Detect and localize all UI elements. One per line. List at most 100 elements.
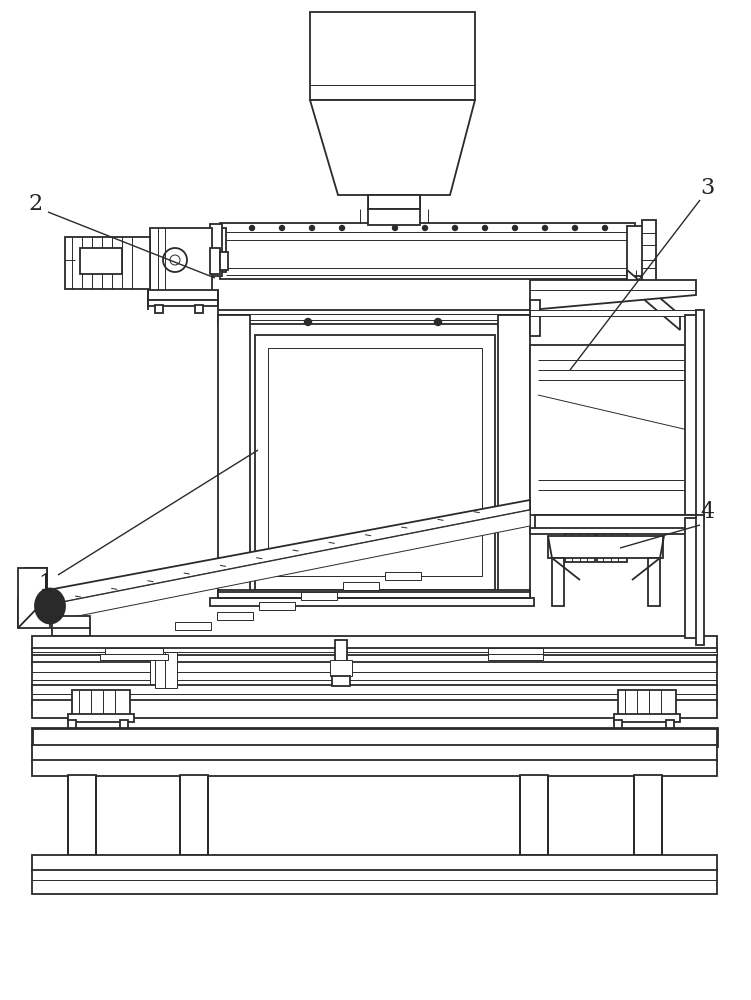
Bar bbox=[52, 628, 90, 636]
Bar bbox=[150, 228, 212, 292]
Bar bbox=[530, 310, 698, 316]
Bar bbox=[32, 745, 717, 761]
Bar bbox=[210, 224, 222, 276]
Bar bbox=[627, 226, 647, 276]
Bar bbox=[385, 572, 421, 580]
Bar bbox=[220, 252, 228, 270]
Bar bbox=[552, 558, 564, 606]
Bar bbox=[155, 305, 163, 313]
Bar bbox=[259, 602, 295, 610]
Bar bbox=[72, 690, 130, 716]
Bar bbox=[68, 714, 134, 722]
Circle shape bbox=[309, 226, 315, 231]
Bar bbox=[32, 652, 717, 656]
Bar bbox=[105, 648, 163, 656]
Bar bbox=[530, 345, 696, 515]
Circle shape bbox=[249, 226, 255, 231]
Circle shape bbox=[512, 226, 517, 231]
Bar bbox=[498, 315, 530, 593]
Bar bbox=[218, 592, 530, 598]
Bar bbox=[218, 314, 534, 320]
Bar bbox=[218, 315, 250, 593]
Bar bbox=[165, 652, 177, 688]
Circle shape bbox=[304, 318, 312, 326]
Text: 3: 3 bbox=[700, 177, 714, 199]
Circle shape bbox=[279, 226, 285, 231]
Bar bbox=[210, 248, 220, 274]
Bar bbox=[65, 237, 150, 289]
Bar bbox=[32, 760, 717, 776]
Bar bbox=[696, 310, 704, 520]
Circle shape bbox=[423, 226, 427, 231]
Text: 4: 4 bbox=[700, 501, 714, 523]
Bar bbox=[32, 648, 717, 654]
Circle shape bbox=[393, 226, 397, 231]
Bar bbox=[488, 648, 543, 656]
Bar bbox=[68, 775, 96, 855]
Polygon shape bbox=[18, 568, 47, 628]
Bar bbox=[32, 662, 717, 690]
Circle shape bbox=[453, 226, 457, 231]
Circle shape bbox=[435, 318, 442, 326]
Bar bbox=[18, 598, 50, 628]
Bar bbox=[548, 536, 663, 558]
Bar bbox=[666, 720, 674, 732]
Circle shape bbox=[572, 226, 578, 231]
Bar bbox=[310, 12, 475, 100]
Bar bbox=[614, 714, 680, 722]
Bar bbox=[148, 290, 218, 300]
Bar bbox=[218, 310, 534, 324]
Circle shape bbox=[339, 226, 345, 231]
Bar bbox=[634, 775, 662, 855]
Bar bbox=[210, 598, 534, 606]
Bar bbox=[32, 636, 717, 650]
Bar bbox=[488, 654, 543, 660]
Circle shape bbox=[602, 226, 608, 231]
Ellipse shape bbox=[35, 588, 65, 624]
Bar bbox=[685, 315, 699, 515]
Bar bbox=[530, 528, 698, 534]
Bar bbox=[597, 534, 627, 562]
Circle shape bbox=[542, 226, 547, 231]
Bar bbox=[343, 582, 379, 590]
Bar bbox=[148, 300, 218, 306]
Bar bbox=[268, 348, 482, 576]
Bar bbox=[155, 652, 167, 688]
Bar bbox=[32, 870, 717, 894]
Bar bbox=[565, 534, 595, 562]
Bar bbox=[217, 612, 253, 620]
Bar bbox=[614, 720, 622, 732]
Bar bbox=[32, 855, 717, 871]
Polygon shape bbox=[48, 500, 530, 605]
Bar bbox=[368, 195, 420, 209]
Bar bbox=[255, 335, 495, 590]
Bar bbox=[642, 220, 656, 282]
Bar bbox=[180, 775, 208, 855]
Bar bbox=[332, 676, 350, 686]
Bar bbox=[32, 728, 717, 746]
Bar bbox=[80, 248, 122, 274]
Bar bbox=[696, 515, 704, 645]
Bar bbox=[535, 515, 697, 529]
Bar bbox=[218, 228, 226, 272]
Bar bbox=[330, 660, 352, 676]
Bar bbox=[368, 209, 420, 225]
Bar bbox=[150, 648, 162, 684]
Bar bbox=[530, 300, 540, 336]
Bar bbox=[25, 568, 47, 600]
Bar bbox=[175, 622, 211, 630]
Polygon shape bbox=[310, 100, 475, 195]
Bar bbox=[32, 685, 717, 705]
Bar bbox=[68, 720, 76, 732]
Bar bbox=[100, 654, 168, 660]
Bar bbox=[685, 518, 699, 638]
Bar bbox=[220, 223, 635, 279]
Bar bbox=[195, 305, 203, 313]
Text: 2: 2 bbox=[28, 193, 42, 215]
Polygon shape bbox=[627, 270, 680, 330]
Bar bbox=[301, 592, 337, 600]
Text: 1: 1 bbox=[38, 573, 52, 595]
Bar bbox=[520, 775, 548, 855]
Bar bbox=[32, 700, 717, 718]
Bar bbox=[52, 616, 90, 630]
